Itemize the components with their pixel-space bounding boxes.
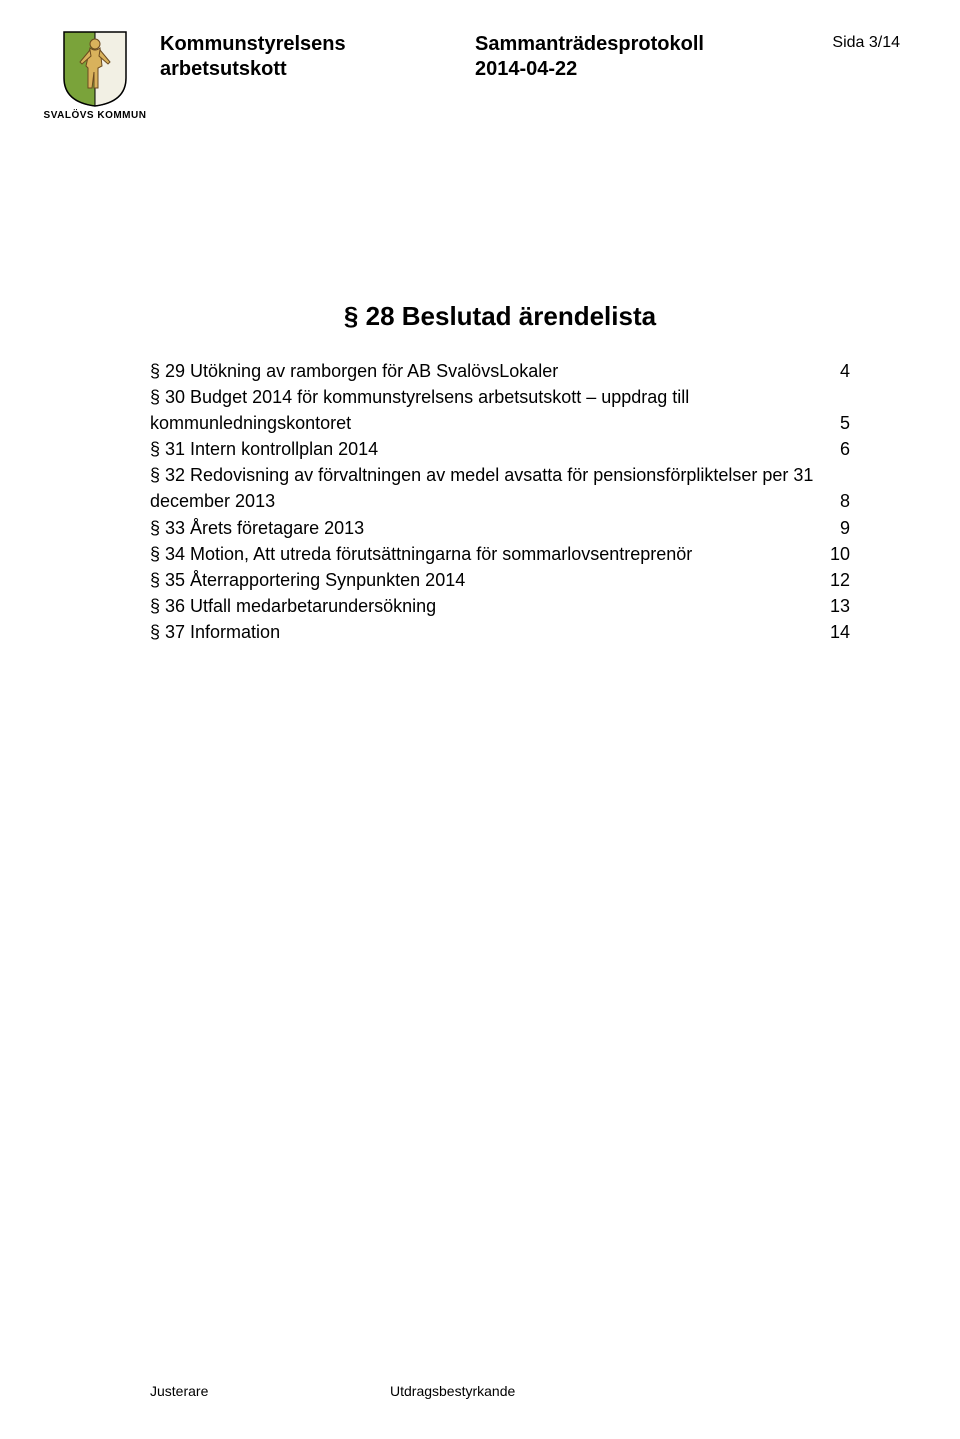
toc-item: § 33 Årets företagare 2013 9 (150, 515, 850, 541)
toc-item-page: 6 (840, 436, 850, 462)
toc-item-label: § 33 Årets företagare 2013 (150, 515, 364, 541)
toc-item-label-line2: december 2013 (150, 488, 275, 514)
toc-item-label: § 36 Utfall medarbetarundersökning (150, 593, 436, 619)
toc-item-label: § 34 Motion, Att utreda förutsättningarn… (150, 541, 692, 567)
toc-item-page: 8 (840, 488, 850, 514)
page-number: Sida 3/14 (790, 28, 900, 52)
toc-item-line2: kommunledningskontoret 5 (150, 410, 850, 436)
toc-item-page: 5 (840, 410, 850, 436)
page-header: SVALÖVS KOMMUN Kommunstyrelsens arbetsut… (0, 0, 960, 121)
crest-block: SVALÖVS KOMMUN (40, 28, 150, 121)
crest-caption: SVALÖVS KOMMUN (44, 110, 147, 121)
toc-item-page: 4 (840, 358, 850, 384)
toc-item-label-line1: § 30 Budget 2014 för kommunstyrelsens ar… (150, 384, 850, 410)
header-center-line1: Sammanträdesprotokoll (475, 32, 790, 57)
toc-item-label-line1: § 32 Redovisning av förvaltningen av med… (150, 462, 850, 488)
toc-item-label: § 29 Utökning av ramborgen för AB Svalöv… (150, 358, 558, 384)
toc-item-label: § 37 Information (150, 619, 280, 645)
toc-item: § 34 Motion, Att utreda förutsättningarn… (150, 541, 850, 567)
toc-item-label-line2: kommunledningskontoret (150, 410, 351, 436)
toc-item-page: 9 (840, 515, 850, 541)
toc-item-label: § 35 Återrapportering Synpunkten 2014 (150, 567, 465, 593)
footer: Justerare Utdragsbestyrkande (150, 1383, 850, 1399)
toc-item: § 36 Utfall medarbetarundersökning 13 (150, 593, 850, 619)
toc-list: § 29 Utökning av ramborgen för AB Svalöv… (150, 358, 850, 645)
toc-item-label: § 31 Intern kontrollplan 2014 (150, 436, 378, 462)
toc-item: § 32 Redovisning av förvaltningen av med… (150, 462, 850, 514)
toc-item: § 30 Budget 2014 för kommunstyrelsens ar… (150, 384, 850, 436)
header-left-line2: arbetsutskott (160, 57, 475, 82)
toc-item-page: 14 (830, 619, 850, 645)
toc-item: § 37 Information 14 (150, 619, 850, 645)
footer-justerare: Justerare (150, 1383, 390, 1399)
toc-title: § 28 Beslutad ärendelista (150, 301, 850, 332)
footer-utdrag: Utdragsbestyrkande (390, 1383, 850, 1399)
toc-item: § 31 Intern kontrollplan 2014 6 (150, 436, 850, 462)
toc-item-page: 12 (830, 567, 850, 593)
toc-item-line2: december 2013 8 (150, 488, 850, 514)
toc-item-page: 10 (830, 541, 850, 567)
content: § 28 Beslutad ärendelista § 29 Utökning … (0, 121, 960, 645)
toc-item-page: 13 (830, 593, 850, 619)
header-left-line1: Kommunstyrelsens (160, 32, 475, 57)
page: SVALÖVS KOMMUN Kommunstyrelsens arbetsut… (0, 0, 960, 1439)
header-left-title: Kommunstyrelsens arbetsutskott (160, 28, 475, 82)
municipal-crest-icon (60, 28, 130, 108)
toc-item: § 35 Återrapportering Synpunkten 2014 12 (150, 567, 850, 593)
header-center-title: Sammanträdesprotokoll 2014-04-22 (475, 28, 790, 82)
toc-item: § 29 Utökning av ramborgen för AB Svalöv… (150, 358, 850, 384)
header-center-line2: 2014-04-22 (475, 57, 790, 82)
